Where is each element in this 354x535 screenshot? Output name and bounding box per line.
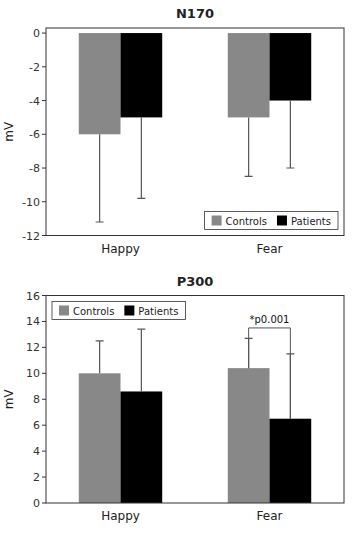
plot-frame — [46, 296, 344, 504]
y-tick-label: 10 — [26, 367, 40, 380]
y-tick — [42, 201, 46, 202]
y-tick — [42, 477, 46, 478]
legend: Controls Patients — [205, 212, 338, 230]
legend-label: Controls — [73, 306, 114, 317]
error-bar — [245, 117, 253, 176]
bracket-top — [249, 327, 291, 328]
x-tick-label: Fear — [257, 242, 283, 256]
significance-bracket — [249, 328, 291, 419]
y-axis-label: mV — [2, 121, 16, 142]
y-tick-label: 2 — [33, 471, 40, 484]
y-tick-label: -6 — [29, 128, 40, 141]
bar — [270, 33, 312, 100]
legend-label: Patients — [138, 306, 178, 317]
y-tick-label: -8 — [29, 162, 40, 175]
y-tick — [42, 373, 46, 374]
y-tick — [42, 425, 46, 426]
y-tick-label: 16 — [26, 290, 40, 303]
bar — [121, 391, 163, 503]
plot-area — [79, 328, 311, 503]
x-tick-label: Happy — [101, 509, 140, 523]
x-tick-label: Happy — [101, 242, 140, 256]
error-bar — [286, 101, 294, 168]
y-tick — [42, 66, 46, 67]
plot-frame — [46, 28, 344, 236]
y-tick-label: 14 — [26, 315, 40, 328]
legend-frame — [205, 212, 338, 230]
error-bar — [137, 117, 145, 198]
legend: Controls Patients — [52, 302, 185, 320]
legend-frame — [52, 302, 185, 320]
y-tick-label: 4 — [33, 445, 40, 458]
y-tick-label: 12 — [26, 341, 40, 354]
y-axis-label: mV — [2, 389, 16, 410]
y-tick — [42, 347, 46, 348]
bar — [228, 368, 270, 503]
y-tick-label: 8 — [33, 393, 40, 406]
bar — [79, 33, 121, 134]
y-tick — [42, 134, 46, 135]
y-tick-label: -12 — [22, 230, 40, 243]
y-tick — [42, 321, 46, 322]
chart-title: P300 — [177, 274, 214, 289]
panel: P300 mV 0 2 4 6 8 10 12 14 16 Happy Fear *p0.001 Contr… — [2, 274, 344, 524]
y-tick — [42, 451, 46, 452]
annotation: *p0.001 — [250, 314, 290, 325]
legend-swatch — [59, 306, 69, 316]
y-tick — [42, 503, 46, 504]
bar — [228, 33, 270, 117]
bar — [121, 33, 163, 117]
legend-swatch — [124, 306, 134, 316]
y-tick — [42, 399, 46, 400]
y-tick-label: 6 — [33, 419, 40, 432]
y-tick — [42, 100, 46, 101]
error-bar — [137, 329, 145, 391]
y-tick — [42, 235, 46, 236]
x-tick-label: Fear — [257, 509, 283, 523]
error-bar — [96, 341, 104, 373]
chart-title: N170 — [176, 6, 214, 21]
panel: N170 mV 0 -2 -4 -6 -8 -10 -12 Happy Fear Controls Pa… — [2, 6, 344, 256]
bar — [79, 373, 121, 503]
plot-area — [79, 33, 311, 222]
legend-label: Patients — [291, 216, 331, 227]
y-tick — [42, 168, 46, 169]
error-bar — [96, 134, 104, 222]
bracket-left — [248, 328, 249, 368]
y-tick — [42, 33, 46, 34]
legend-swatch — [212, 216, 222, 226]
y-tick-label: -10 — [22, 196, 40, 209]
legend-label: Controls — [226, 216, 267, 227]
y-tick — [42, 295, 46, 296]
bar — [270, 419, 312, 503]
bracket-right — [290, 328, 291, 419]
legend-swatch — [277, 216, 287, 226]
y-tick-label: -4 — [29, 95, 40, 108]
y-tick-label: 0 — [33, 497, 40, 510]
y-tick-label: -2 — [29, 61, 40, 74]
chart-figure: N170 mV 0 -2 -4 -6 -8 -10 -12 Happy Fear Controls Pa… — [0, 0, 354, 535]
y-tick-label: 0 — [33, 27, 40, 40]
